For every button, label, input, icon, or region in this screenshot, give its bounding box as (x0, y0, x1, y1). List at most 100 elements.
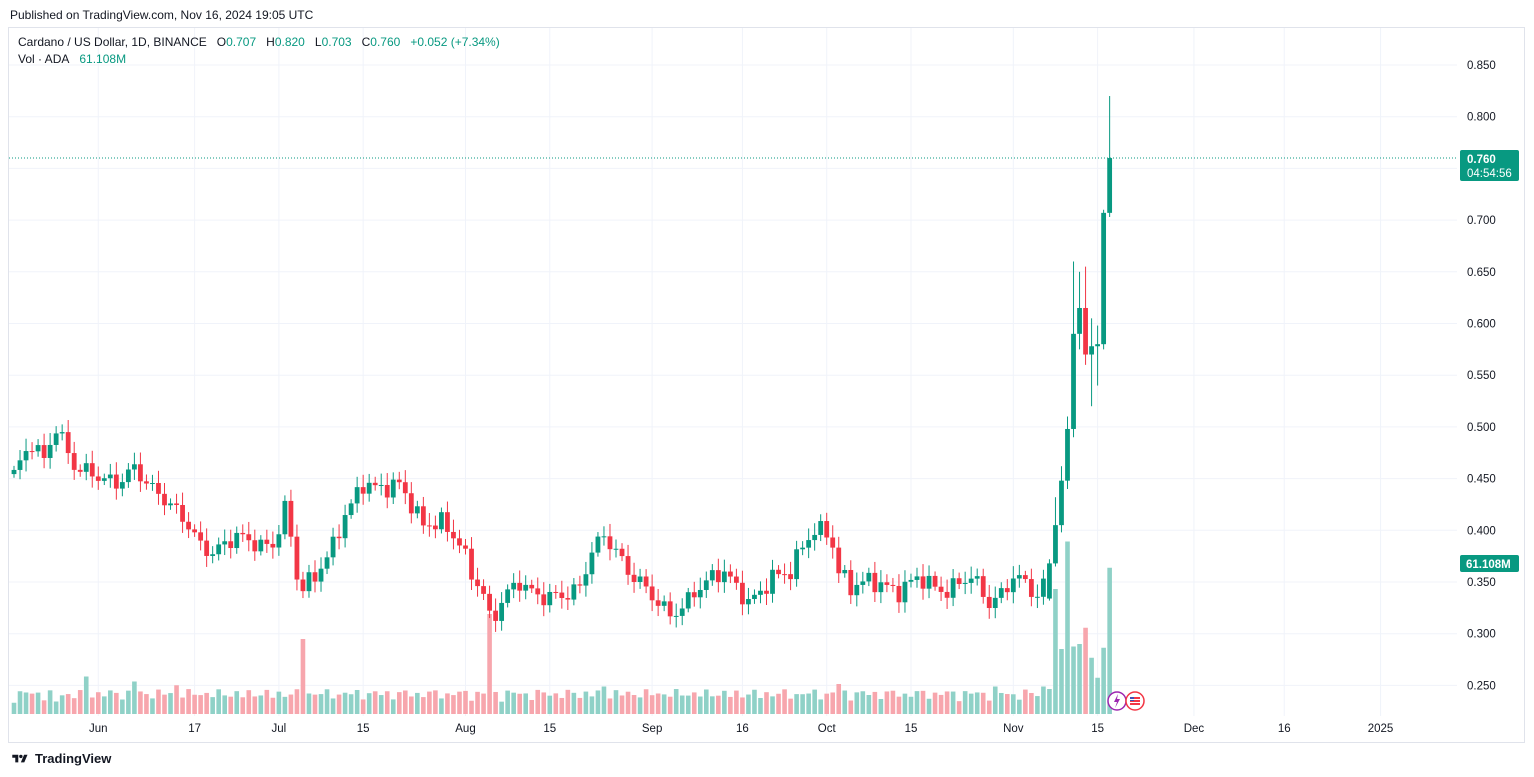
volume-bar (384, 691, 390, 714)
volume-bar (535, 689, 541, 714)
candle-body (366, 482, 372, 494)
time-tick-label: Oct (818, 723, 837, 735)
volume-bar (920, 690, 926, 714)
candle-body (1022, 575, 1028, 580)
volume-label[interactable]: Vol · ADA (18, 52, 70, 66)
volume-bar (806, 693, 811, 714)
volume-bar (264, 689, 270, 714)
footer-brand[interactable]: TradingView (10, 751, 111, 766)
candle-body (631, 574, 637, 582)
candle-body (986, 596, 992, 609)
volume-bar (354, 689, 360, 714)
candle-body (649, 586, 655, 601)
candle-body (336, 536, 342, 539)
volume-bar (728, 696, 733, 714)
candle-body (138, 464, 143, 482)
volume-bar (102, 696, 107, 714)
candle-body (324, 557, 330, 569)
volume-bar (198, 695, 203, 714)
volume-bar (372, 691, 378, 714)
candle-body (691, 592, 697, 598)
chart-frame (8, 27, 1525, 743)
candle-body (276, 534, 282, 548)
candle-body (426, 525, 432, 527)
candle-body (806, 540, 812, 548)
volume-bar (312, 694, 318, 714)
candle-body (475, 579, 480, 587)
price-tag-countdown: 04:54:56 (1467, 168, 1512, 180)
candle-body (252, 540, 258, 552)
volume-bar (300, 639, 306, 714)
candle-body (878, 582, 884, 593)
volume-bar (1035, 696, 1040, 714)
brand-name: TradingView (35, 751, 112, 766)
volume-bar (776, 693, 781, 714)
candle-body (71, 453, 77, 470)
volume-bar (914, 691, 920, 714)
candle-body (685, 592, 691, 609)
candle-body (222, 541, 228, 545)
candle-body (908, 579, 914, 582)
volume-bar (222, 695, 227, 714)
volume-bar (390, 699, 396, 714)
volume-bar (35, 692, 41, 714)
volume-bar (860, 691, 866, 714)
volume-bar (65, 694, 71, 714)
candle-body (962, 582, 968, 584)
candle-body (348, 503, 354, 516)
candle-body (396, 479, 402, 483)
volume-bar (842, 690, 848, 714)
candle-body (354, 487, 360, 504)
volume-bar (962, 691, 968, 714)
candle-body (673, 615, 679, 617)
volume-bar (246, 690, 252, 714)
volume-bar (168, 693, 173, 714)
candle-body (101, 478, 107, 481)
volume-value: 61.108M (79, 52, 127, 66)
volume-bar (330, 698, 336, 714)
price-axis: 0.8500.8000.7500.7000.6500.6000.5500.500… (1467, 60, 1496, 692)
time-tick-label: 15 (543, 723, 556, 735)
volume-bar (23, 692, 29, 714)
volume-bar (908, 696, 914, 714)
volume-bar (71, 698, 77, 714)
symbol-name[interactable]: Cardano / US Dollar, 1D, BINANCE (18, 35, 207, 49)
price-tick-label: 0.350 (1467, 577, 1496, 589)
volume-bar (625, 691, 631, 714)
volume-bar (1059, 649, 1064, 714)
candle-body (740, 582, 745, 605)
volume-bar (878, 698, 884, 714)
candle-body (481, 586, 486, 594)
candle-body (505, 589, 511, 603)
volume-bar (968, 693, 974, 714)
candle-body (282, 500, 288, 535)
candle-body (451, 531, 456, 539)
candle-body (824, 521, 830, 538)
volume-bar (1065, 541, 1070, 714)
candle-body (571, 584, 577, 600)
time-tick-label: 15 (357, 723, 370, 735)
volume-bar (866, 695, 872, 714)
candle-body (643, 576, 649, 587)
time-tick-label: 17 (188, 723, 201, 735)
candle-body (776, 569, 781, 575)
volume-bar (451, 695, 456, 714)
volume-bar (848, 700, 854, 714)
price-tick-label: 0.250 (1467, 680, 1496, 692)
candle-body (1047, 563, 1052, 599)
candle-body (499, 602, 505, 621)
volume-bar (896, 696, 902, 714)
volume-bar (457, 691, 462, 714)
candle-body (968, 578, 974, 583)
volume-bar (673, 689, 679, 714)
volume-bar (240, 697, 246, 714)
candle-body (529, 584, 535, 589)
volume-bar (998, 692, 1004, 714)
volume-bar (348, 694, 354, 714)
candle-body (697, 589, 703, 598)
time-tick-label: 16 (1278, 723, 1291, 735)
candle-body (1010, 578, 1016, 593)
candle-body (703, 580, 709, 590)
volume-bar (324, 689, 330, 714)
